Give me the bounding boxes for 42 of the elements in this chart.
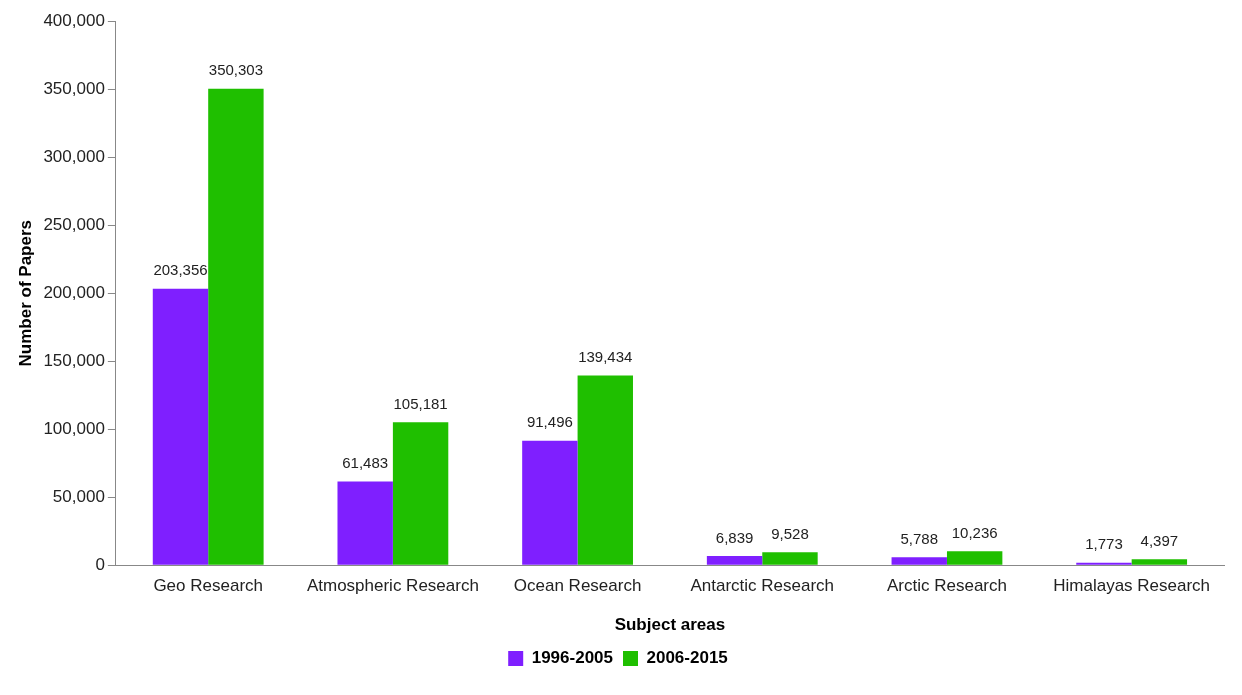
data-label: 10,236 <box>951 523 998 541</box>
data-label: 350,303 <box>208 61 264 79</box>
data-label: 105,181 <box>393 394 448 412</box>
x-tick-label: Atmospheric Research <box>306 576 479 596</box>
legend-label: 1996-2005 <box>531 648 614 668</box>
bar <box>1131 559 1188 565</box>
bar <box>946 551 1003 565</box>
bar <box>891 557 947 565</box>
y-tick-label: 350,000 <box>43 78 105 98</box>
x-tick-label: Ocean Research <box>513 576 642 596</box>
bar <box>208 88 264 565</box>
bar <box>152 288 209 565</box>
y-axis-title: Number of Papers <box>15 219 35 367</box>
data-label: 61,483 <box>342 454 389 472</box>
y-tick-label: 0 <box>95 554 105 574</box>
data-label: 1,773 <box>1085 535 1123 553</box>
data-label: 91,496 <box>526 413 573 431</box>
data-label: 4,397 <box>1140 531 1179 549</box>
bar <box>577 375 633 565</box>
bar <box>762 552 818 565</box>
bar <box>706 555 763 565</box>
data-label: 6,839 <box>715 528 754 546</box>
data-label: 9,528 <box>771 524 809 542</box>
bar <box>522 440 578 565</box>
data-label: 139,434 <box>578 348 633 366</box>
x-tick-label: Antarctic Research <box>690 576 835 596</box>
y-tick-label: 200,000 <box>43 282 105 302</box>
legend-label: 2006-2015 <box>646 648 728 668</box>
y-tick-label: 100,000 <box>43 418 105 438</box>
bar <box>392 422 449 565</box>
x-tick-label: Geo Research <box>153 576 264 596</box>
y-tick-label: 300,000 <box>43 146 105 166</box>
y-tick-label: 50,000 <box>52 486 105 506</box>
x-axis-title: Subject areas <box>614 615 726 635</box>
y-tick-label: 250,000 <box>43 214 105 234</box>
y-tick-label: 400,000 <box>43 10 105 30</box>
data-label: 5,788 <box>900 529 939 547</box>
y-tick-label: 150,000 <box>43 350 105 370</box>
x-tick-label: Arctic Research <box>886 576 1007 596</box>
bar <box>337 481 393 565</box>
x-tick-label: Himalayas Research <box>1053 576 1211 596</box>
data-label: 203,356 <box>153 261 208 279</box>
